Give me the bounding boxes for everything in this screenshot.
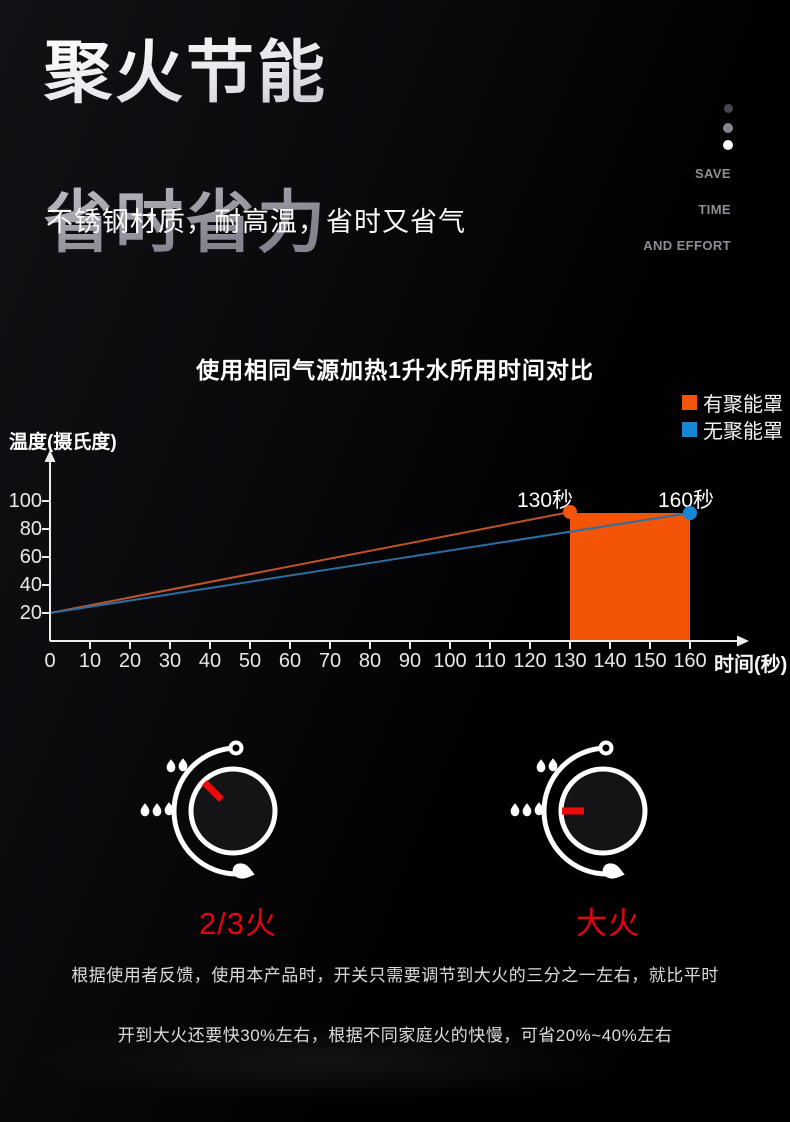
y-tick-label: 60 <box>19 546 42 568</box>
series-line-with-cover <box>49 511 571 614</box>
x-tick-label: 100 <box>433 650 467 672</box>
arc-arrow-icon <box>230 861 257 882</box>
legend-label: 无聚能罩 <box>703 420 783 443</box>
english-tagline: SAVE TIME AND EFFORT <box>643 165 731 255</box>
x-tick-label: 80 <box>358 650 382 672</box>
x-tick-label: 120 <box>513 650 547 672</box>
x-axis-arrow-icon <box>737 635 749 647</box>
footer-line1: 根据使用者反馈，使用本产品时，开关只需要调节到大火的三分之一左右，就比平时 <box>71 966 719 985</box>
knob-red-indicator <box>202 780 224 802</box>
tagline-line: TIME <box>698 202 731 217</box>
chart-title: 使用相同气源加热1升水所用时间对比 <box>196 357 594 383</box>
footer-description: 根据使用者反馈，使用本产品时，开关只需要调节到大火的三分之一左右，就比平时 开到… <box>0 961 790 1051</box>
dot-indicator-icon <box>723 123 733 133</box>
legend-item-with-cover: 有聚能罩 <box>682 391 783 416</box>
legend-item-without-cover: 无聚能罩 <box>682 418 783 443</box>
x-tick-label: 150 <box>633 650 667 672</box>
y-tick-label: 80 <box>19 518 42 540</box>
page-subtitle: 不锈钢材质，耐高温，省时又省气 <box>46 207 466 237</box>
knob-dial-two-thirds-fire <box>140 740 278 882</box>
chart-legend: 有聚能罩 无聚能罩 <box>682 391 783 445</box>
x-tick-label: 140 <box>593 650 627 672</box>
x-tick-label: 20 <box>118 650 142 672</box>
arc-arrow-icon <box>600 861 627 882</box>
y-axis-tick-marks <box>42 500 50 614</box>
footer-line2: 开到大火还要快30%左右，根据不同家庭火的快慢，可省20%~40%左右 <box>117 1026 673 1045</box>
x-tick-label: 30 <box>158 650 182 672</box>
knob-caption-full-fire: 大火 <box>576 906 640 941</box>
knob-dial-full-fire <box>510 740 648 882</box>
x-tick-label: 60 <box>278 650 302 672</box>
x-tick-label: 130 <box>553 650 587 672</box>
page-title-line1: 聚火节能 <box>44 35 329 111</box>
x-tick-label: 10 <box>78 650 102 672</box>
x-tick-label: 70 <box>318 650 342 672</box>
annotation-subtitle: 减少23%时间 <box>578 589 682 608</box>
x-tick-label: 50 <box>238 650 262 672</box>
arc-start-ring-icon <box>598 740 614 756</box>
x-tick-label: 40 <box>198 650 222 672</box>
water-droplets-icon <box>140 758 188 817</box>
y-tick-label: 100 <box>8 490 42 512</box>
x-tick-label: 90 <box>398 650 422 672</box>
knob-circle <box>558 766 648 856</box>
legend-label: 有聚能罩 <box>703 393 783 416</box>
tagline-line: AND EFFORT <box>643 238 731 253</box>
rotation-arc <box>541 745 609 877</box>
legend-swatch-blue <box>682 421 697 437</box>
legend-swatch-orange <box>682 394 697 410</box>
knob-circle <box>188 766 278 856</box>
data-label-160s: 160秒 <box>657 489 715 512</box>
tagline-line: SAVE <box>694 166 731 181</box>
x-axis-title: 时间(秒) <box>714 654 788 676</box>
data-label-130s: 130秒 <box>516 489 574 512</box>
x-tick-label: 160 <box>673 650 707 672</box>
dot-indicator-icon <box>723 140 733 150</box>
dot-indicator-icon <box>724 104 733 113</box>
y-tick-label: 40 <box>19 574 42 596</box>
y-axis-title: 温度(摄氏度) <box>9 432 117 453</box>
rotation-arc <box>171 745 239 877</box>
knob-caption-two-thirds-fire: 2/3火 <box>198 906 278 941</box>
arc-start-ring-icon <box>228 740 244 756</box>
x-tick-label: 110 <box>474 650 506 672</box>
x-tick-label: 0 <box>44 650 56 672</box>
water-droplets-icon <box>510 758 558 817</box>
y-tick-label: 20 <box>19 602 42 624</box>
